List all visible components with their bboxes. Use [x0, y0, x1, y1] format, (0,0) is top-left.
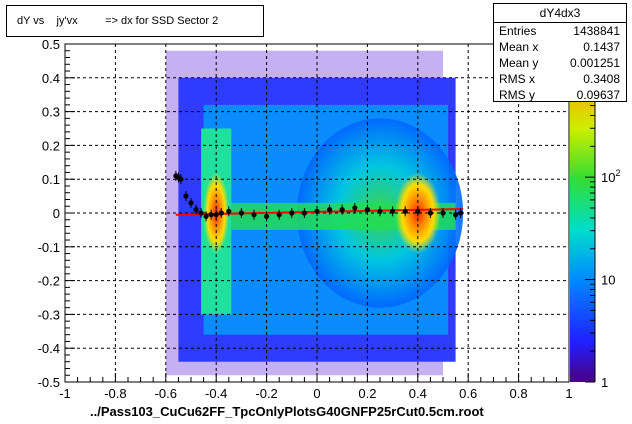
- z-tick-label: 10: [601, 273, 615, 288]
- profile-point: [218, 210, 224, 216]
- x-tick-label: 0.8: [510, 386, 528, 401]
- z-tick-label: 102: [601, 168, 620, 185]
- stats-row-rms-y: RMS y 0.09637: [494, 87, 626, 103]
- profile-point: [226, 208, 232, 214]
- chart-title: dY vs jy'vx => dx for SSD Sector 2: [17, 15, 219, 27]
- profile-point: [364, 207, 370, 213]
- profile-point: [339, 207, 345, 213]
- x-tick-label: -0.4: [205, 386, 227, 401]
- profile-point: [314, 208, 320, 214]
- stats-value: 1438841: [573, 24, 620, 38]
- profile-point: [188, 200, 194, 206]
- x-axis-label: ../Pass103_CuCu62FF_TpcOnlyPlotsG40GNFP2…: [90, 404, 484, 419]
- profile-point: [276, 212, 282, 218]
- profile-point: [183, 193, 189, 199]
- y-tick-label: 0.2: [42, 138, 60, 153]
- profile-point: [352, 205, 358, 211]
- stats-value: 0.1437: [583, 40, 620, 54]
- profile-points: [173, 170, 464, 222]
- y-tick-label: 0.1: [42, 172, 60, 187]
- profile-point: [440, 210, 446, 216]
- profile-point: [264, 213, 270, 219]
- profile-point: [238, 210, 244, 216]
- x-axis: -1 -0.8 -0.6 -0.4 -0.2 0 0.2 0.4 0.6 0.8 1: [59, 373, 573, 401]
- stats-value: 0.09637: [576, 88, 620, 102]
- profile-point: [415, 208, 421, 214]
- profile-point: [213, 212, 219, 218]
- stats-value: 0.001251: [569, 56, 620, 70]
- y-tick-label: -0.1: [38, 240, 60, 255]
- profile-point: [251, 212, 257, 218]
- profile-point: [178, 176, 184, 182]
- stats-label: Entries: [499, 24, 537, 38]
- stats-row-entries: Entries 1438841: [494, 23, 626, 39]
- y-tick-label: 0: [53, 206, 60, 221]
- y-tick-label: -0.5: [38, 375, 60, 390]
- profile-point: [198, 210, 204, 216]
- y-tick-label: -0.4: [38, 341, 60, 356]
- x-tick-label: -1: [59, 386, 71, 401]
- profile-point: [208, 212, 214, 218]
- stats-box: dY4dx3 Entries 1438841 Mean x 0.1437 Mean …: [493, 3, 627, 102]
- stats-row-mean-x: Mean x 0.1437: [494, 39, 626, 55]
- stats-name: dY4dx3: [494, 4, 626, 23]
- stats-row-mean-y: Mean y 0.001251: [494, 55, 626, 71]
- z-tick-label: 1: [601, 375, 608, 390]
- y-tick-label: 0.3: [42, 105, 60, 120]
- stats-row-rms-x: RMS x 0.3408: [494, 71, 626, 87]
- x-tick-label: -0.6: [155, 386, 177, 401]
- x-tick-label: 0.6: [459, 386, 477, 401]
- profile-point: [453, 212, 459, 218]
- y-tick-label: -0.2: [38, 274, 60, 289]
- stats-label: Mean x: [499, 40, 539, 54]
- profile-point: [377, 208, 383, 214]
- profile-point: [327, 207, 333, 213]
- x-tick-label: 0: [313, 386, 320, 401]
- x-tick-label: 0.4: [409, 386, 427, 401]
- stats-value: 0.3408: [583, 72, 620, 86]
- profile-point: [427, 210, 433, 216]
- x-tick-label: 0.2: [358, 386, 376, 401]
- x-tick-label: 1: [565, 386, 572, 401]
- profile-point: [390, 208, 396, 214]
- y-tick-label: 0.5: [42, 37, 60, 52]
- profile-point: [203, 213, 209, 219]
- x-tick-label: -0.2: [255, 386, 277, 401]
- y-axis: -0.5 -0.4 -0.3 -0.2 -0.1 0 0.1 0.2 0.3 0.4 0.5: [38, 37, 75, 390]
- profile-point: [458, 210, 464, 216]
- profile-point: [402, 208, 408, 214]
- chart-title-box: dY vs jy'vx => dx for SSD Sector 2: [6, 5, 264, 37]
- stats-label: RMS x: [499, 72, 535, 86]
- stats-label: Mean y: [499, 56, 539, 70]
- profile-point: [193, 207, 199, 213]
- profile-point: [301, 210, 307, 216]
- y-tick-label: -0.3: [38, 307, 60, 322]
- profile-point: [289, 210, 295, 216]
- y-tick-label: 0.4: [42, 71, 60, 86]
- x-tick-label: -0.8: [104, 386, 126, 401]
- stats-label: RMS y: [499, 88, 535, 102]
